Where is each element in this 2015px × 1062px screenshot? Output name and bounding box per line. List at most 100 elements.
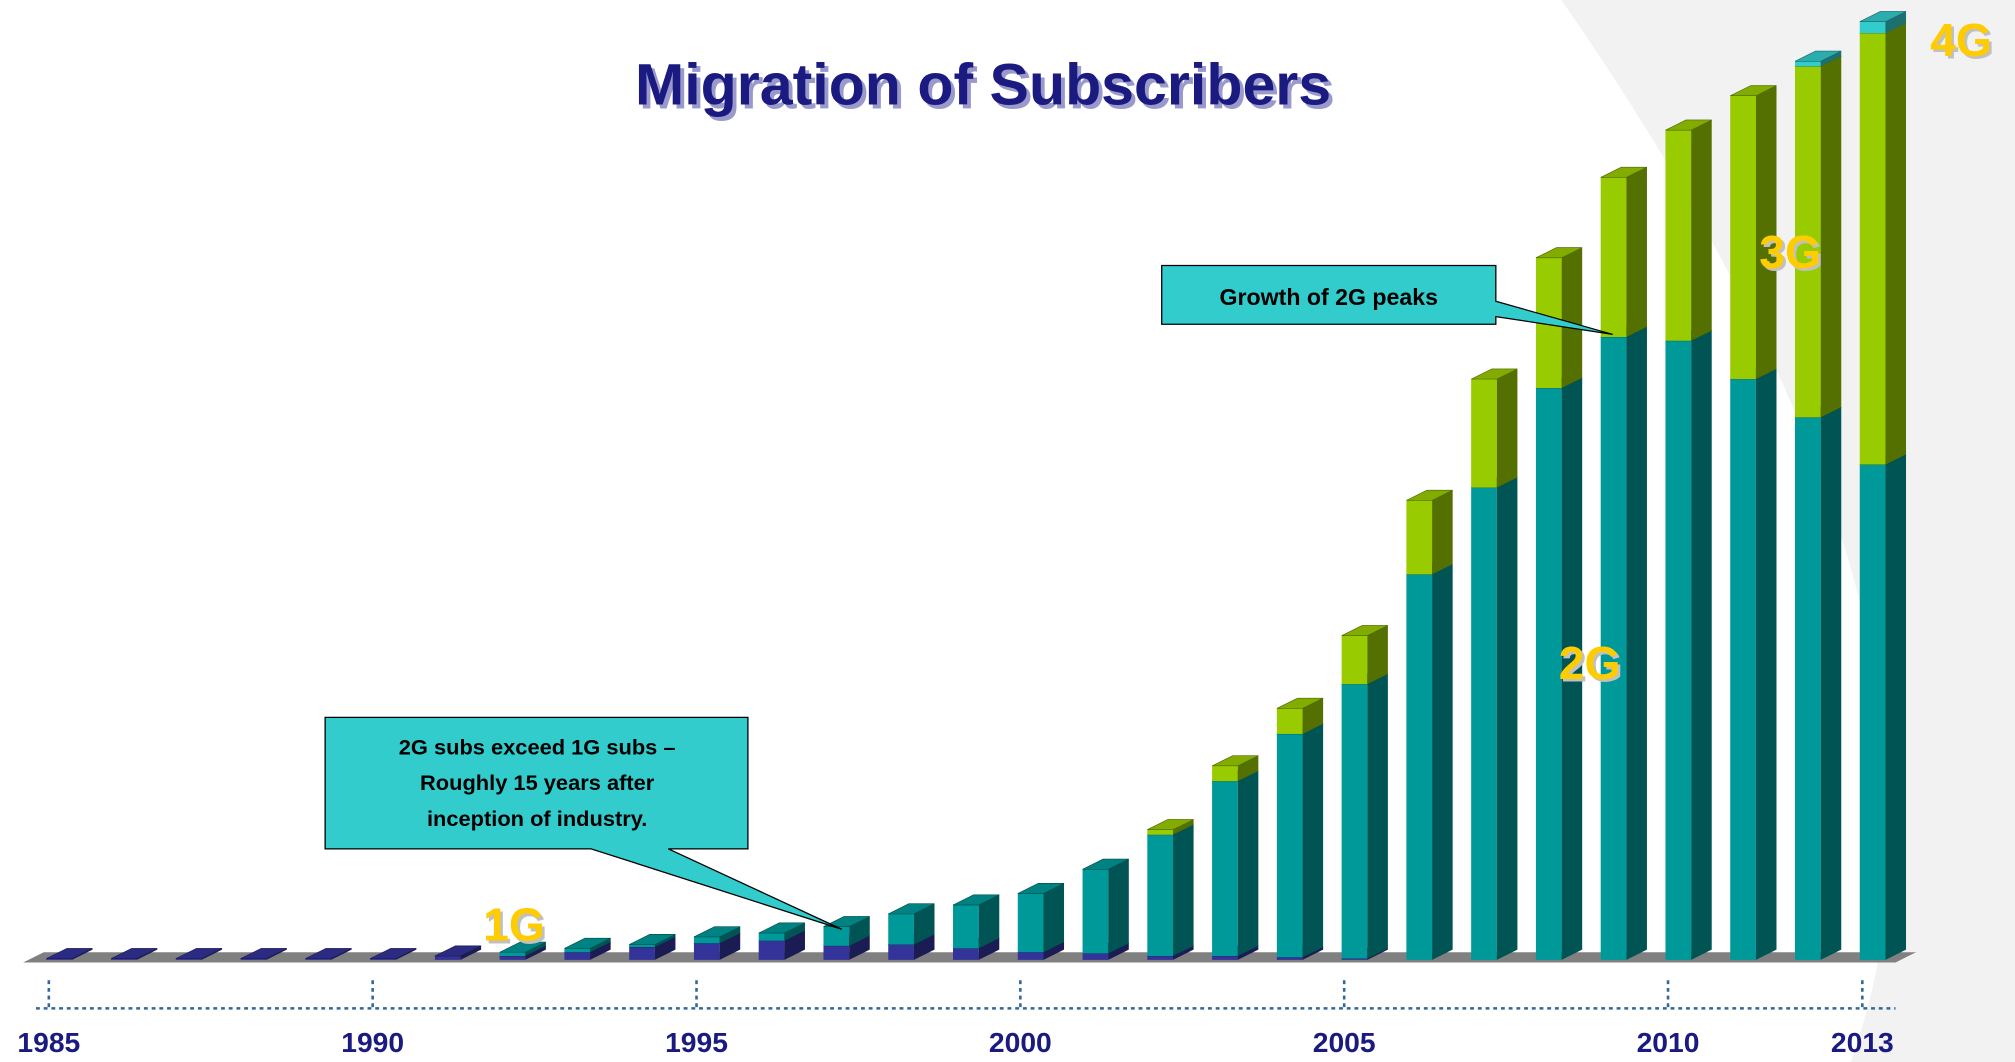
bar-top: [1406, 489, 1453, 501]
x-tick-label: 1985: [17, 1026, 80, 1058]
bar-front: [1665, 130, 1692, 341]
bar-side: [525, 945, 546, 960]
bar-front: [1406, 500, 1433, 575]
bar-side: [1820, 51, 1842, 67]
bar-front: [1859, 21, 1886, 34]
bar-top: [434, 945, 482, 957]
bar-top: [305, 948, 352, 959]
bar-top: [1147, 819, 1194, 831]
bar-front: [1082, 953, 1109, 960]
bar-front: [629, 944, 655, 948]
x-tick-label: 1990: [341, 1026, 404, 1058]
bar-side: [1302, 698, 1324, 734]
bar-side: [719, 933, 741, 960]
bars: [46, 11, 1907, 960]
bar-side: [1237, 945, 1259, 960]
bar-side: [1561, 377, 1583, 960]
bar-side: [1367, 625, 1388, 685]
bar-side: [1885, 11, 1907, 34]
bar-side: [784, 930, 805, 960]
bar-front: [1600, 177, 1627, 337]
x-tick-label: 2010: [1637, 1026, 1700, 1058]
bar-front: [111, 958, 137, 960]
series-label-shadow: 1G: [486, 901, 548, 953]
bar-side: [1496, 477, 1518, 960]
bar-front: [1341, 958, 1368, 960]
bar-side: [913, 903, 935, 945]
bar-front: [434, 956, 461, 960]
chart-title: Migration of Subscribers: [635, 53, 1331, 118]
bar-side: [978, 938, 1000, 960]
bar-top: [1535, 247, 1583, 259]
series-label-shadow: 4G: [1933, 17, 1995, 69]
bar-front: [1017, 952, 1044, 960]
bar-front: [1859, 464, 1886, 960]
bar-front: [1147, 829, 1174, 835]
bar-side: [1237, 755, 1259, 782]
bar-side: [654, 936, 676, 960]
bar-side: [590, 942, 611, 960]
bar-side: [913, 934, 935, 960]
bar-top: [888, 903, 935, 915]
bar-front: [499, 956, 526, 960]
callout-text: 2G subs exceed 1G subs –: [399, 734, 676, 759]
bar-front: [1471, 379, 1497, 488]
bar-front: [564, 952, 591, 960]
bar-side: [1691, 119, 1712, 341]
bar-top: [240, 948, 287, 959]
bar-front: [1276, 957, 1303, 960]
bar-front: [953, 948, 979, 960]
bar-top: [564, 937, 611, 949]
x-tick-label: 2013: [1831, 1026, 1894, 1058]
bar-front: [693, 943, 720, 960]
bar-side: [1237, 770, 1259, 957]
series-label: 4G: [1930, 14, 1992, 66]
bar-front: [370, 958, 396, 960]
bar-top: [1017, 882, 1065, 894]
bar-side: [1173, 945, 1194, 960]
bar-front: [175, 958, 202, 960]
bar-front: [1600, 336, 1627, 960]
bar-front: [1730, 379, 1756, 960]
bar-top: [823, 916, 870, 928]
x-tick-label: 2000: [989, 1026, 1052, 1058]
bar-front: [1212, 956, 1238, 960]
bar-side: [1626, 167, 1647, 337]
bar-side: [1108, 943, 1129, 960]
bar-front: [1794, 61, 1821, 67]
bar-front: [1341, 684, 1368, 959]
bar-front: [758, 933, 785, 941]
bar-top: [693, 926, 741, 938]
series-label: 2G: [1559, 637, 1621, 689]
bar-top: [175, 948, 223, 959]
bar-side: [1302, 723, 1324, 958]
bar-front: [953, 904, 979, 949]
series-label-shadow: 3G: [1762, 229, 1824, 281]
bar-top: [1276, 697, 1324, 709]
bar-top: [1211, 755, 1259, 767]
bar-top: [499, 941, 547, 953]
bar-side: [1432, 564, 1453, 960]
bar-front: [888, 944, 914, 960]
bar-side: [1173, 824, 1194, 957]
bar-top: [1665, 119, 1712, 131]
bar-top: [46, 948, 93, 959]
bar-side: [1626, 326, 1647, 960]
bar-front: [1147, 956, 1174, 960]
bar-top: [369, 948, 417, 959]
bar-side: [1043, 883, 1065, 953]
bar-side: [1173, 819, 1194, 835]
series-label: 3G: [1759, 226, 1821, 278]
bar-front: [240, 958, 267, 960]
bar-front: [1212, 765, 1238, 782]
bar-side: [849, 916, 870, 946]
bar-top: [758, 922, 806, 934]
bar-side: [460, 945, 482, 960]
callout-text: Roughly 15 years after: [420, 770, 655, 795]
bar-side: [1496, 368, 1518, 488]
bar-front: [1794, 66, 1821, 418]
bar-side: [1885, 22, 1907, 465]
bar-front: [1665, 340, 1692, 960]
series-label-shadow: 2G: [1561, 640, 1623, 692]
